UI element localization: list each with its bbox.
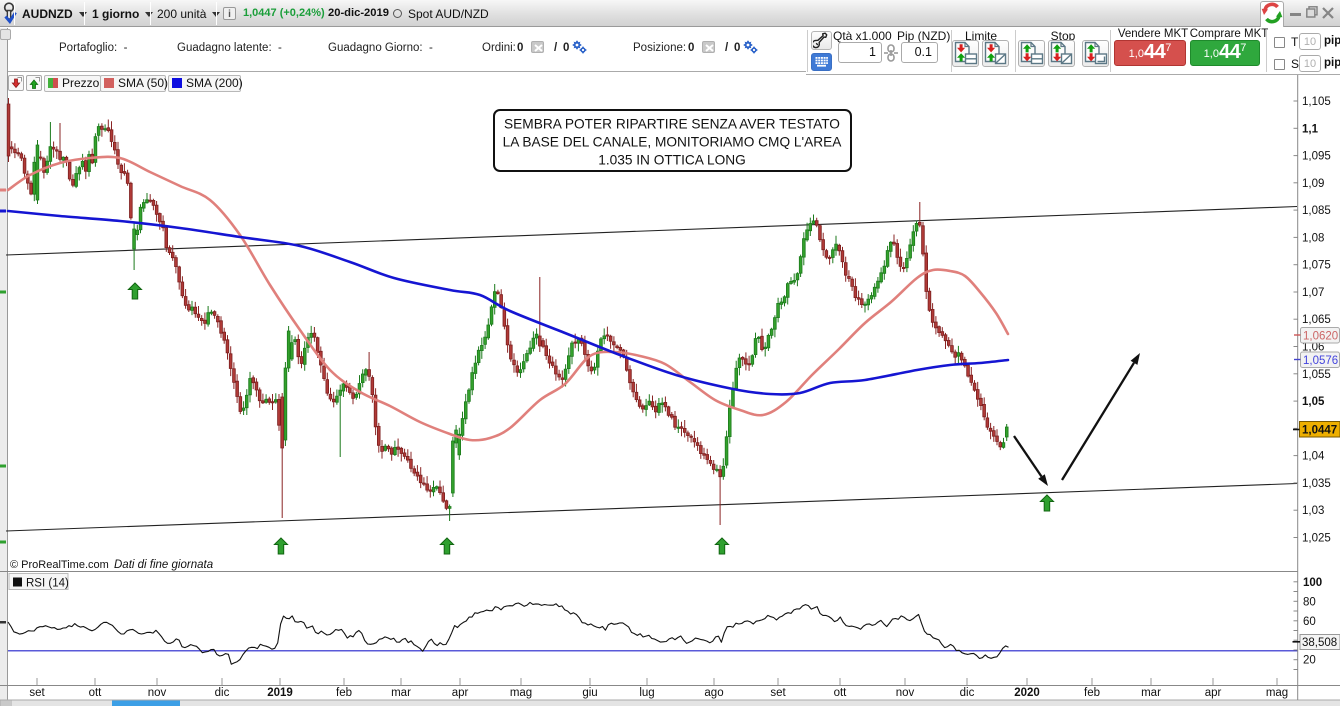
- svg-text:2020: 2020: [1014, 687, 1040, 699]
- svg-text:set: set: [770, 687, 786, 699]
- svg-text:mag: mag: [1266, 687, 1288, 699]
- svg-text:giu: giu: [582, 687, 597, 699]
- svg-text:1,04: 1,04: [1302, 451, 1325, 463]
- svg-text:1.035 IN OTTICA LONG: 1.035 IN OTTICA LONG: [598, 153, 746, 168]
- svg-text:mar: mar: [391, 687, 411, 699]
- svg-text:Dati di fine giornata: Dati di fine giornata: [114, 559, 213, 571]
- svg-text:1,075: 1,075: [1302, 260, 1331, 272]
- svg-text:SEMBRA POTER RIPARTIRE SENZA A: SEMBRA POTER RIPARTIRE SENZA AVER TESTAT…: [504, 117, 840, 132]
- svg-text:80: 80: [1303, 596, 1316, 608]
- svg-text:apr: apr: [452, 687, 469, 699]
- svg-text:mag: mag: [510, 687, 532, 699]
- svg-text:2019: 2019: [267, 687, 293, 699]
- svg-text:1,05: 1,05: [1302, 396, 1325, 408]
- svg-text:1,025: 1,025: [1302, 533, 1331, 545]
- svg-text:1,07: 1,07: [1302, 287, 1324, 299]
- svg-text:feb: feb: [1084, 687, 1100, 699]
- svg-text:RSI (14): RSI (14): [26, 578, 69, 590]
- svg-text:60: 60: [1303, 616, 1316, 628]
- svg-text:LA BASE DEL CANALE, MONITORIAM: LA BASE DEL CANALE, MONITORIAMO CMQ L'AR…: [503, 135, 843, 150]
- svg-text:1,095: 1,095: [1302, 151, 1331, 163]
- svg-text:nov: nov: [896, 687, 915, 699]
- svg-text:1,1: 1,1: [1302, 123, 1319, 135]
- svg-text:1,0620: 1,0620: [1303, 331, 1338, 343]
- svg-text:dic: dic: [215, 687, 230, 699]
- svg-text:1,08: 1,08: [1302, 232, 1324, 244]
- svg-text:ott: ott: [89, 687, 103, 699]
- svg-text:1,06: 1,06: [1302, 342, 1324, 354]
- svg-text:ott: ott: [834, 687, 848, 699]
- svg-text:1,105: 1,105: [1302, 96, 1331, 108]
- svg-text:1,09: 1,09: [1302, 178, 1324, 190]
- svg-text:feb: feb: [336, 687, 352, 699]
- svg-text:apr: apr: [1205, 687, 1222, 699]
- svg-text:100: 100: [1303, 577, 1322, 589]
- svg-text:© ProRealTime.com: © ProRealTime.com: [10, 559, 109, 571]
- svg-text:1,0447: 1,0447: [1302, 425, 1337, 437]
- svg-text:1,03: 1,03: [1302, 505, 1324, 517]
- svg-text:1,035: 1,035: [1302, 478, 1331, 490]
- svg-text:lug: lug: [639, 687, 654, 699]
- svg-text:1,065: 1,065: [1302, 314, 1331, 326]
- svg-text:mar: mar: [1141, 687, 1161, 699]
- svg-text:ago: ago: [704, 687, 723, 699]
- svg-text:1,085: 1,085: [1302, 205, 1331, 217]
- svg-text:set: set: [29, 687, 45, 699]
- svg-text:dic: dic: [960, 687, 975, 699]
- svg-text:38,508: 38,508: [1302, 637, 1337, 649]
- svg-text:1,055: 1,055: [1302, 369, 1331, 381]
- svg-text:nov: nov: [148, 687, 167, 699]
- svg-text:20: 20: [1303, 655, 1316, 667]
- svg-text:1,0576: 1,0576: [1303, 355, 1338, 367]
